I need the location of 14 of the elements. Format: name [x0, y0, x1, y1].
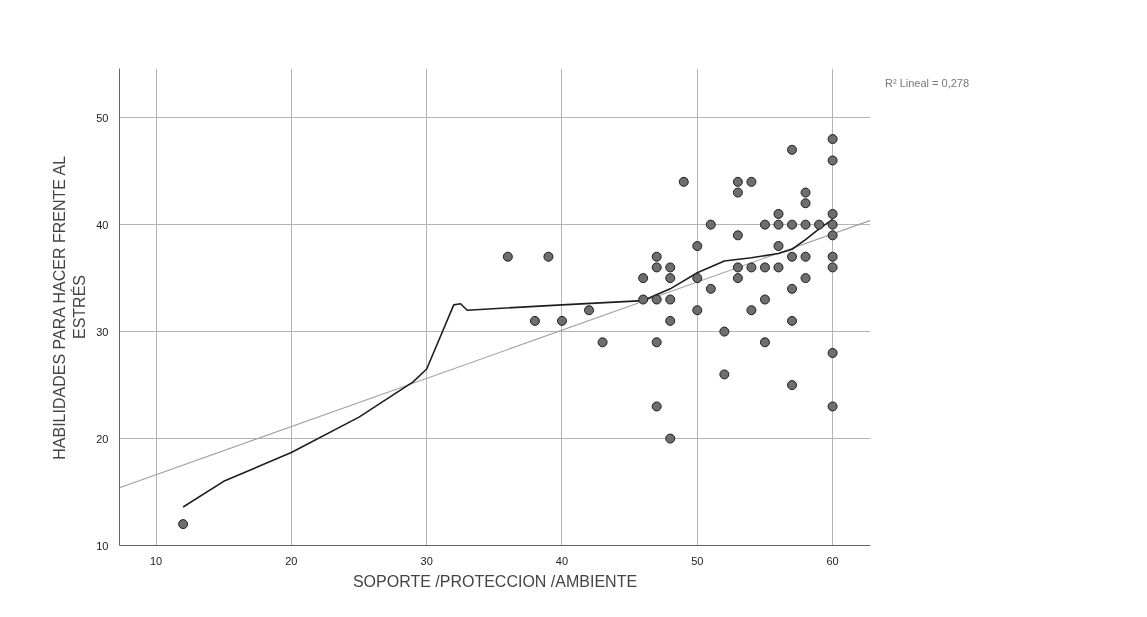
y-tick-label: 10 [96, 539, 109, 552]
y-tick-label: 50 [96, 111, 109, 124]
x-axis-title: SOPORTE /PROTECCION /AMBIENTE [352, 572, 638, 590]
x-tick-label: 10 [149, 554, 163, 567]
x-tick-label: 40 [555, 554, 569, 567]
y-tick-label: 30 [96, 325, 109, 338]
y-tick-label: 40 [96, 218, 109, 231]
y-axis-title: HABILIDADES PARA HACER FRENTE AL ESTRÉS [50, 155, 89, 460]
x-tick-label: 30 [420, 554, 433, 567]
y-tick-label: 20 [96, 432, 109, 445]
x-tick-label: 60 [826, 554, 839, 567]
x-tick-label: 20 [285, 554, 298, 567]
x-tick-label: 50 [691, 554, 704, 567]
text: R² Lineal = 0,278 [885, 76, 970, 91]
